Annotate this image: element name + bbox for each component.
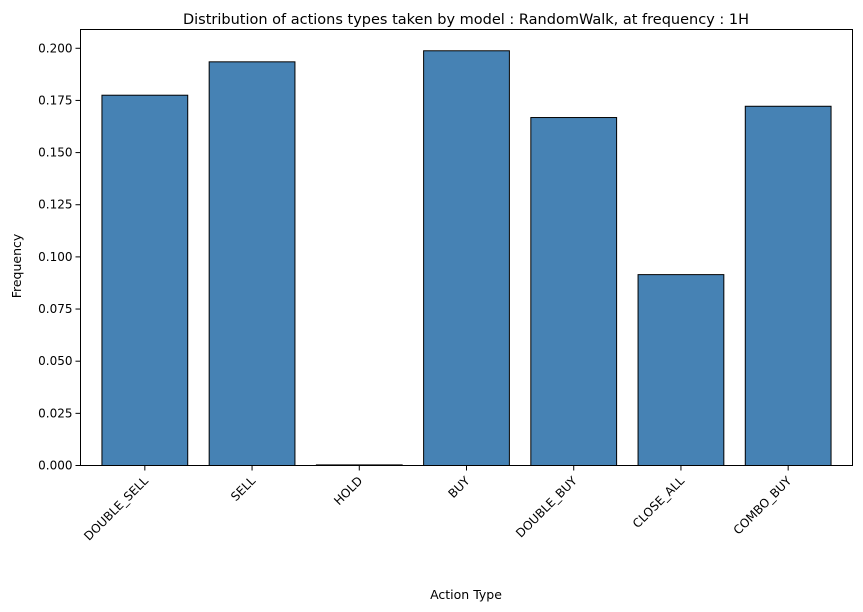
y-tick-label: 0.000 [38, 459, 72, 473]
y-axis: 0.000 0.025 0.050 0.075 0.100 0.125 0.150 0.175… [38, 41, 81, 473]
x-tick-label: HOLD [331, 474, 365, 508]
bars-group [101, 50, 832, 467]
y-tick-label: 0.150 [38, 146, 72, 160]
y-tick-label: 0.075 [38, 302, 72, 316]
y-tick-label: 0.025 [38, 406, 72, 420]
y-tick-label: 0.175 [38, 93, 72, 107]
x-axis: DOUBLE_SELL SELL HOLD BUY DOUBLE_BUY CLOSE_AL… [81, 465, 795, 544]
bar-double-sell [101, 94, 189, 466]
bar-hold [315, 464, 403, 466]
bar-sell [208, 61, 296, 466]
bar-double-buy [530, 117, 618, 466]
chart-title: Distribution of actions types taken by m… [183, 12, 749, 28]
bar-close-all [637, 274, 725, 467]
x-tick-label: COMBO_BUY [731, 473, 795, 537]
x-tick-label: CLOSE_ALL [630, 474, 687, 531]
x-tick-label: BUY [445, 473, 473, 501]
y-tick-label: 0.200 [38, 41, 72, 55]
bar-buy [423, 50, 510, 466]
y-axis-label: Frequency [9, 233, 24, 298]
y-tick-label: 0.100 [38, 250, 72, 264]
x-tick-label: DOUBLE_SELL [81, 474, 151, 544]
x-axis-label: Action Type [430, 587, 502, 602]
x-tick-label: DOUBLE_BUY [513, 473, 580, 540]
x-tick-label: SELL [228, 474, 258, 504]
bar-combo-buy [744, 105, 832, 466]
y-tick-label: 0.050 [38, 354, 72, 368]
y-tick-label: 0.125 [38, 198, 72, 212]
